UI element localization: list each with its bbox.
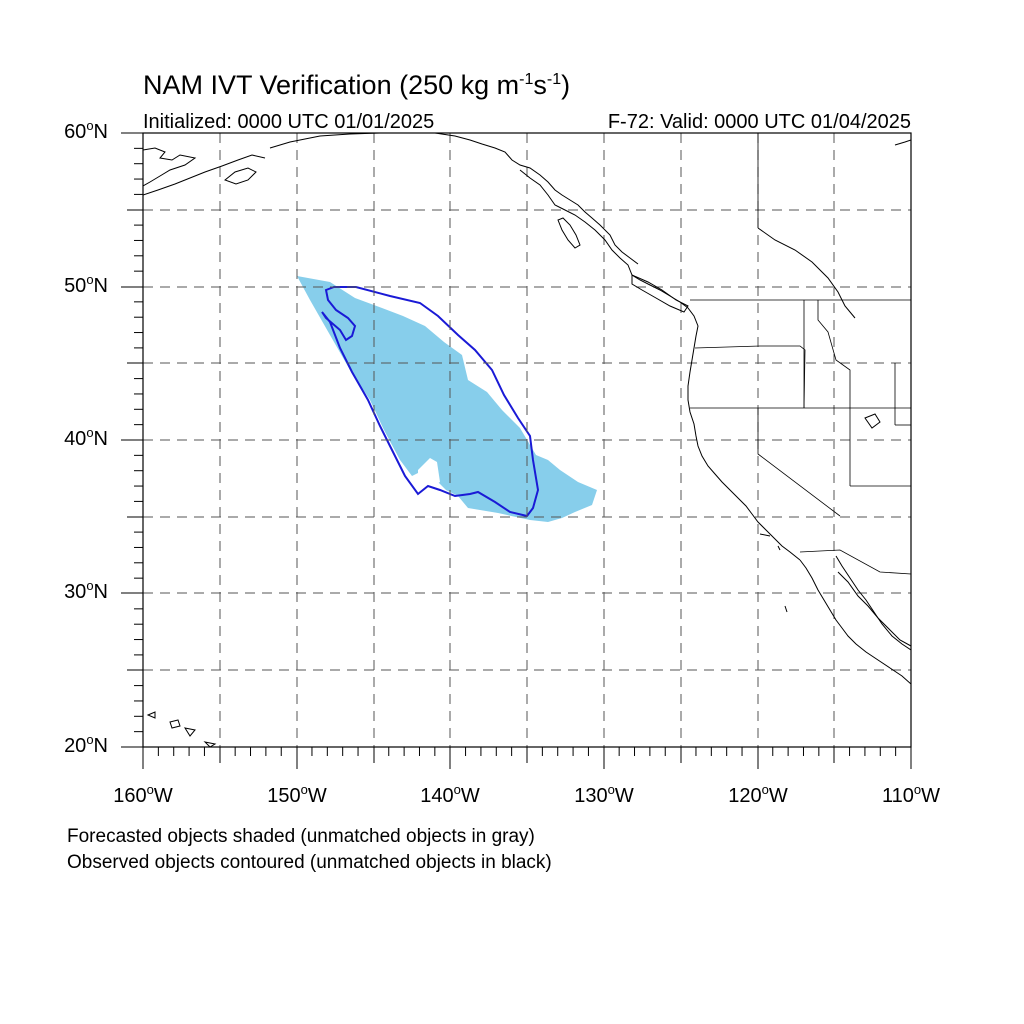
gulf-of-alaska-coast <box>269 133 639 265</box>
forecast-object-shaded <box>297 276 597 522</box>
lat-label-60n: 60oN <box>64 118 108 143</box>
hawaii-4 <box>203 741 217 747</box>
baja-coast <box>799 559 911 685</box>
lon-label-120w: 120oW <box>728 782 788 807</box>
haida-gwaii <box>557 217 581 249</box>
channel-islands <box>759 533 781 551</box>
coastlines <box>143 133 911 747</box>
lon-label-150w: 150oW <box>267 782 327 807</box>
west-coast-us <box>687 347 801 561</box>
lat-label-30n: 30oN <box>64 578 108 603</box>
valid-time: F-72: Valid: 0000 UTC 01/04/2025 <box>607 111 911 133</box>
hudson-region-coast <box>757 227 856 319</box>
lon-label-110w: 110oW <box>881 782 940 807</box>
kodiak-island <box>223 167 257 185</box>
vancouver-island <box>631 274 689 313</box>
lat-label-40n: 40oN <box>64 425 108 450</box>
guadalupe-island <box>784 605 788 613</box>
hawaii-1 <box>146 711 156 719</box>
lon-label-140w: 140oW <box>420 782 480 807</box>
initialized-time: Initialized: 0000 UTC 01/01/2025 <box>143 111 435 133</box>
far-east-coast <box>894 139 911 146</box>
alaska-coast-2 <box>143 154 266 196</box>
hawaii-3 <box>183 727 196 737</box>
map-title: NAM IVT Verification (250 kg m-1s-1) <box>143 70 571 100</box>
forecast-object-hole <box>418 458 440 488</box>
political-borders <box>690 133 911 575</box>
lon-label-130w: 130oW <box>574 782 634 807</box>
lon-label-160w: 160oW <box>113 782 173 807</box>
lat-label-50n: 50oN <box>64 272 108 297</box>
gulf-of-california <box>835 555 911 651</box>
observed-note: Observed objects contoured (unmatched ob… <box>67 852 552 873</box>
axis-ticks <box>121 132 912 769</box>
lat-label-20n: 20oN <box>64 732 108 757</box>
hawaii-2 <box>169 719 181 729</box>
observed-object-contour <box>321 286 540 518</box>
mainland-mexico <box>837 571 911 647</box>
great-salt-lake <box>864 413 881 429</box>
forecast-note: Forecasted objects shaded (unmatched obj… <box>67 826 535 847</box>
alaska-coast <box>143 147 197 187</box>
bc-coast <box>519 169 699 349</box>
lat-lon-grid <box>143 133 911 747</box>
